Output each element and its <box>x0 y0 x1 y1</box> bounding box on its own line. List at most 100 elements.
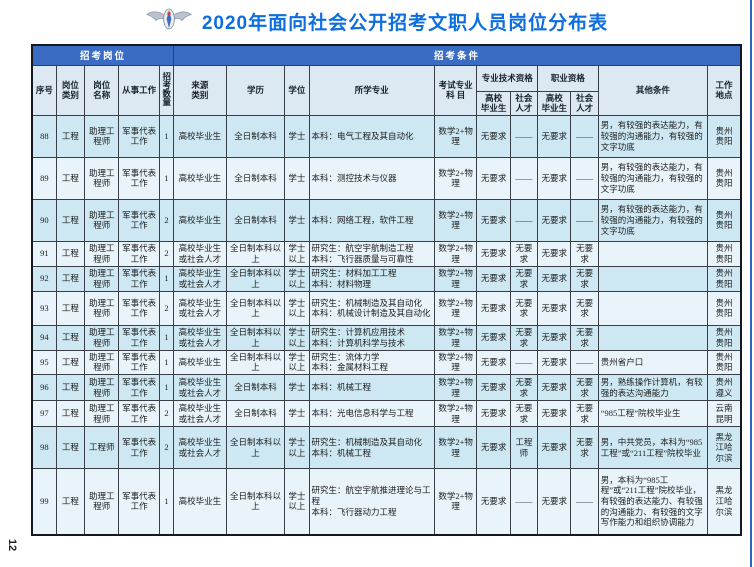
cell-prof_grad: 无要求 <box>537 198 572 242</box>
right-edge-divider <box>750 0 752 567</box>
cell-work: 军事代表工作 <box>118 468 160 535</box>
cell-prof_social: —— <box>570 156 599 200</box>
cell-name: 助理工程师 <box>84 265 120 292</box>
cell-exam: 数学2+物理 <box>433 156 478 200</box>
table-row: 98 工程 工程师 军事代表工作 2 高校毕业生或社会人才 全日制本科以上 学士以上 研究生：机… <box>31 426 742 469</box>
cell-name: 助理工程师 <box>84 240 120 267</box>
col-header-tech-social: 社会 人才 <box>509 90 539 116</box>
cell-work: 军事代表工作 <box>118 290 160 326</box>
cell-count: 1 <box>158 324 175 351</box>
table-row: 92 工程 助理工程师 军事代表工作 1 高校毕业生或社会人才 全日制本科以上 学士以上 研究生… <box>31 265 742 292</box>
cell-no: 94 <box>31 324 57 351</box>
cell-location: 贵州 贵阳 <box>706 324 742 351</box>
cell-count: 1 <box>158 265 175 292</box>
cell-no: 89 <box>31 156 57 200</box>
cell-degree: 学士以上 <box>284 240 310 267</box>
cell-other: 贵州省户口 <box>597 349 708 376</box>
cell-work: 军事代表工作 <box>118 156 160 200</box>
cell-other: 男，有较强的表达能力，有较强的沟通能力，有较强的文字功底 <box>597 198 708 242</box>
col-header-count: 招考数量 <box>158 64 175 116</box>
cell-category: 工程 <box>55 290 86 326</box>
cell-no: 93 <box>31 290 57 326</box>
cell-source: 高校毕业生或社会人才 <box>173 290 227 326</box>
cell-count: 1 <box>158 114 175 158</box>
col-header-work: 从事工作 <box>118 64 160 116</box>
cell-tech_grad: 无要求 <box>476 426 511 469</box>
cell-education: 全日制本科以上 <box>225 468 286 535</box>
cell-education: 全日制本科 <box>225 374 286 401</box>
cell-prof_social: 无要求 <box>570 324 599 351</box>
cell-location: 云南 昆明 <box>706 400 742 427</box>
cell-category: 工程 <box>55 198 86 242</box>
cell-tech_grad: 无要求 <box>476 349 511 376</box>
cell-no: 91 <box>31 240 57 267</box>
cell-prof_grad: 无要求 <box>537 114 572 158</box>
col-header-degree: 学位 <box>284 64 310 116</box>
cell-tech_social: 无要求 <box>509 290 539 326</box>
col-header-education: 学历 <box>225 64 286 116</box>
cell-source: 高校毕业生 <box>173 349 227 376</box>
cell-other: 男，有较强的表达能力，有较强的沟通能力，有较强的文字功底 <box>597 114 708 158</box>
cell-education: 全日制本科以上 <box>225 324 286 351</box>
cell-major: 研究生：流体力学 本科：金属材料工程 <box>308 349 435 376</box>
cell-name: 助理工程师 <box>84 290 120 326</box>
cell-other <box>597 290 708 326</box>
cell-tech_social: —— <box>509 349 539 376</box>
cell-exam: 数学2+物理 <box>433 240 478 267</box>
cell-name: 助理工程师 <box>84 349 120 376</box>
col-header-prof-grad: 高校 毕业生 <box>537 90 572 116</box>
col-header-prof-social: 社会 人才 <box>570 90 599 116</box>
table-row: 89 工程 助理工程师 军事代表工作 1 高校毕业生 全日制本科 学士 本科：测控技术与仪器 数学… <box>31 156 742 200</box>
cell-exam: 数学2+物理 <box>433 426 478 469</box>
header-row-main: 序号 岗位 类别 岗位 名称 从事工作 招考数量 来源 类别 学历 学位 所学专… <box>31 64 742 116</box>
cell-name: 助理工程师 <box>84 324 120 351</box>
cell-degree: 学士以上 <box>284 324 310 351</box>
cell-source: 高校毕业生 <box>173 198 227 242</box>
cell-source: 高校毕业生 <box>173 114 227 158</box>
cell-count: 2 <box>158 240 175 267</box>
cell-source: 高校毕业生或社会人才 <box>173 324 227 351</box>
cell-category: 工程 <box>55 400 86 427</box>
cell-major: 本科：电气工程及其自动化 <box>308 114 435 158</box>
cell-location: 贵州 贵阳 <box>706 156 742 200</box>
cell-major: 研究生：航空宇航制造工程 本科：飞行器质量与可靠性 <box>308 240 435 267</box>
cell-major: 本科：光电信息科学与工程 <box>308 400 435 427</box>
cell-category: 工程 <box>55 349 86 376</box>
positions-table: 招考岗位 招考条件 序号 岗位 类别 岗位 名称 从事工作 招考数量 来源 类别… <box>31 44 742 536</box>
cell-tech_social: 无要求 <box>509 240 539 267</box>
col-group-tech: 专业技术资格 <box>476 64 539 92</box>
table-row: 96 工程 助理工程师 军事代表工作 1 高校毕业生或社会人才 全日制本科 学士 本科：机械工程… <box>31 374 742 401</box>
cell-tech_grad: 无要求 <box>476 198 511 242</box>
cell-prof_grad: 无要求 <box>537 400 572 427</box>
cell-source: 高校毕业生或社会人才 <box>173 374 227 401</box>
cell-degree: 学士 <box>284 400 310 427</box>
cell-work: 军事代表工作 <box>118 114 160 158</box>
cell-prof_grad: 无要求 <box>537 156 572 200</box>
cell-prof_social: 无要求 <box>570 426 599 469</box>
cell-degree: 学士 <box>284 198 310 242</box>
cell-count: 1 <box>158 468 175 535</box>
cell-education: 全日制本科 <box>225 114 286 158</box>
cell-work: 军事代表工作 <box>118 426 160 469</box>
col-header-major: 所学专业 <box>308 64 435 116</box>
cell-exam: 数学2+物理 <box>433 374 478 401</box>
cell-tech_grad: 无要求 <box>476 324 511 351</box>
table-row: 88 工程 助理工程师 军事代表工作 1 高校毕业生 全日制本科 学士 本科：电气工程及其自动化… <box>31 114 742 158</box>
cell-location: 黑龙 江哈 尔滨 <box>706 468 742 535</box>
cell-tech_social: 无要求 <box>509 374 539 401</box>
cell-work: 军事代表工作 <box>118 240 160 267</box>
cell-education: 全日制本科 <box>225 400 286 427</box>
cell-exam: 数学2+物理 <box>433 265 478 292</box>
cell-degree: 学士 <box>284 374 310 401</box>
cell-name: 助理工程师 <box>84 468 120 535</box>
cell-major: 研究生：计算机应用技术 本科：计算机科学与技术 <box>308 324 435 351</box>
cell-other: 男，有较强的表达能力，有较强的沟通能力，有较强的文字功底 <box>597 156 708 200</box>
cell-no: 98 <box>31 426 57 469</box>
cell-location: 贵州 贵阳 <box>706 198 742 242</box>
title-bar: 2020年面向社会公开招考文职人员岗位分布表 <box>0 0 754 36</box>
cell-name: 工程师 <box>84 426 120 469</box>
cell-prof_social: —— <box>570 198 599 242</box>
cell-major: 研究生：机械制造及其自动化 本科：机械工程 <box>308 426 435 469</box>
cell-work: 军事代表工作 <box>118 324 160 351</box>
col-group-prof: 职业资格 <box>537 64 599 92</box>
